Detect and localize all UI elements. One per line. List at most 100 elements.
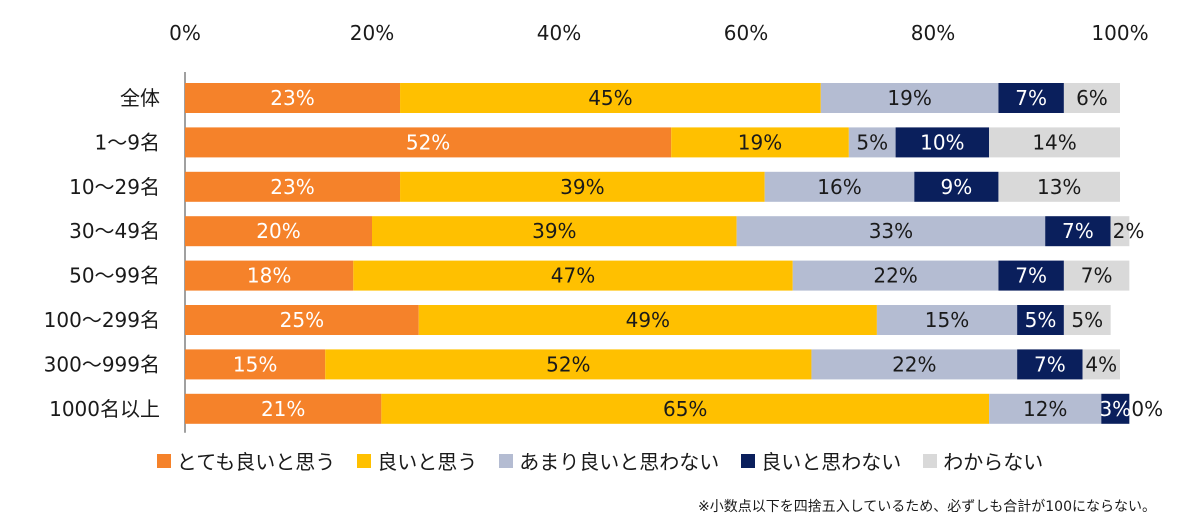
data-label: 20%	[256, 219, 300, 243]
bar-segment	[671, 127, 849, 158]
bar-segment	[400, 83, 821, 113]
bar-segment	[353, 260, 793, 291]
bar-segment	[418, 305, 877, 335]
bar-segment	[185, 127, 672, 158]
bar-segment	[400, 171, 765, 202]
legend-item: 良いと思わない	[741, 446, 901, 475]
x-tick-label: 40%	[537, 21, 581, 45]
data-label: 7%	[1034, 352, 1066, 376]
category-label: 30～49名	[69, 219, 160, 243]
data-label: 6%	[1076, 86, 1108, 110]
x-tick-label: 0%	[169, 21, 201, 45]
legend-swatch	[741, 453, 756, 468]
category-label: 1000名以上	[49, 397, 160, 421]
bar-segment	[998, 83, 1064, 113]
data-label: 15%	[925, 308, 969, 332]
data-label: 19%	[738, 130, 782, 154]
bar-segment	[1017, 305, 1064, 335]
bar-segment	[325, 349, 812, 380]
data-label: 15%	[233, 352, 277, 376]
data-label: 10%	[920, 130, 964, 154]
bar-segment	[792, 260, 999, 291]
data-label: 5%	[1025, 308, 1057, 332]
data-label: 39%	[532, 219, 576, 243]
data-label: 3%	[1099, 397, 1131, 421]
bar-segment	[1082, 349, 1120, 380]
x-tick-label: 80%	[911, 21, 955, 45]
bar-segment	[185, 260, 354, 291]
bar-segment	[998, 171, 1120, 202]
bar-segment	[1063, 305, 1111, 335]
bar-segment	[1101, 393, 1130, 424]
data-label: 12%	[1023, 397, 1067, 421]
legend: とても良いと思う 良いと思う あまり良いと思わない 良いと思わない わからない	[0, 446, 1200, 475]
x-tick-label: 60%	[724, 21, 768, 45]
data-label: 49%	[626, 308, 670, 332]
bar-segment	[1063, 260, 1130, 291]
data-label: 23%	[270, 175, 314, 199]
bar-segment	[381, 393, 990, 424]
bar-segment	[185, 83, 401, 113]
data-label: 7%	[1062, 219, 1094, 243]
data-label: 13%	[1037, 175, 1081, 199]
category-label: 全体	[120, 86, 160, 110]
data-label: 14%	[1032, 130, 1076, 154]
data-label: 7%	[1015, 264, 1047, 288]
legend-item: あまり良いと思わない	[499, 446, 719, 475]
bar-segment	[736, 216, 1046, 247]
bar-segment	[1045, 216, 1111, 247]
bar-segment	[372, 216, 737, 247]
data-label: 0%	[1131, 397, 1163, 421]
data-label: 39%	[560, 175, 604, 199]
footnote: ※小数点以下を四捨五入しているため、必ずしも合計が100にならない。	[697, 499, 1156, 515]
data-label: 7%	[1081, 264, 1113, 288]
legend-swatch	[357, 453, 372, 468]
bar-segment	[1017, 349, 1083, 380]
data-label: 9%	[941, 175, 973, 199]
x-tick-label: 100%	[1091, 21, 1148, 45]
bar-segment	[914, 171, 999, 202]
legend-label: あまり良いと思わない	[519, 450, 720, 474]
legend-swatch	[499, 453, 514, 468]
bar-segment	[185, 305, 419, 335]
legend-label: 良いと思う	[377, 450, 478, 474]
category-label: 10～29名	[69, 175, 160, 199]
data-label: 52%	[406, 130, 450, 154]
data-label: 19%	[887, 86, 931, 110]
data-label: 25%	[280, 308, 324, 332]
legend-swatch	[156, 453, 171, 468]
bar-segment	[185, 171, 401, 202]
legend-label: 良いと思わない	[761, 450, 902, 474]
data-label: 65%	[663, 397, 707, 421]
data-label: 5%	[856, 130, 888, 154]
data-label: 45%	[588, 86, 632, 110]
bar-segment	[998, 260, 1064, 291]
data-label: 23%	[270, 86, 314, 110]
legend-label: とても良いと思う	[176, 450, 336, 474]
data-label: 4%	[1085, 352, 1117, 376]
bar-segment	[811, 349, 1018, 380]
category-label: 50～99名	[69, 264, 160, 288]
bar-segment	[989, 127, 1120, 158]
data-label: 21%	[261, 397, 305, 421]
bar-segment	[185, 349, 326, 380]
legend-item: 良いと思う	[357, 446, 477, 475]
data-label: 7%	[1015, 86, 1047, 110]
legend-label: わからない	[943, 450, 1044, 474]
data-label: 16%	[817, 175, 861, 199]
legend-item: わからない	[923, 446, 1043, 475]
data-label: 2%	[1113, 219, 1145, 243]
category-label: 300～999名	[44, 352, 160, 376]
data-label: 47%	[551, 264, 595, 288]
data-label: 52%	[546, 352, 590, 376]
category-label: 100～299名	[44, 308, 160, 332]
bar-segment	[848, 127, 896, 158]
bar-segment	[185, 393, 382, 424]
data-label: 33%	[869, 219, 913, 243]
data-label: 18%	[247, 264, 291, 288]
bar-segment	[1110, 216, 1130, 247]
bar-segment	[895, 127, 990, 158]
data-label: 22%	[873, 264, 917, 288]
bar-segment	[820, 83, 999, 113]
data-label: 22%	[892, 352, 936, 376]
